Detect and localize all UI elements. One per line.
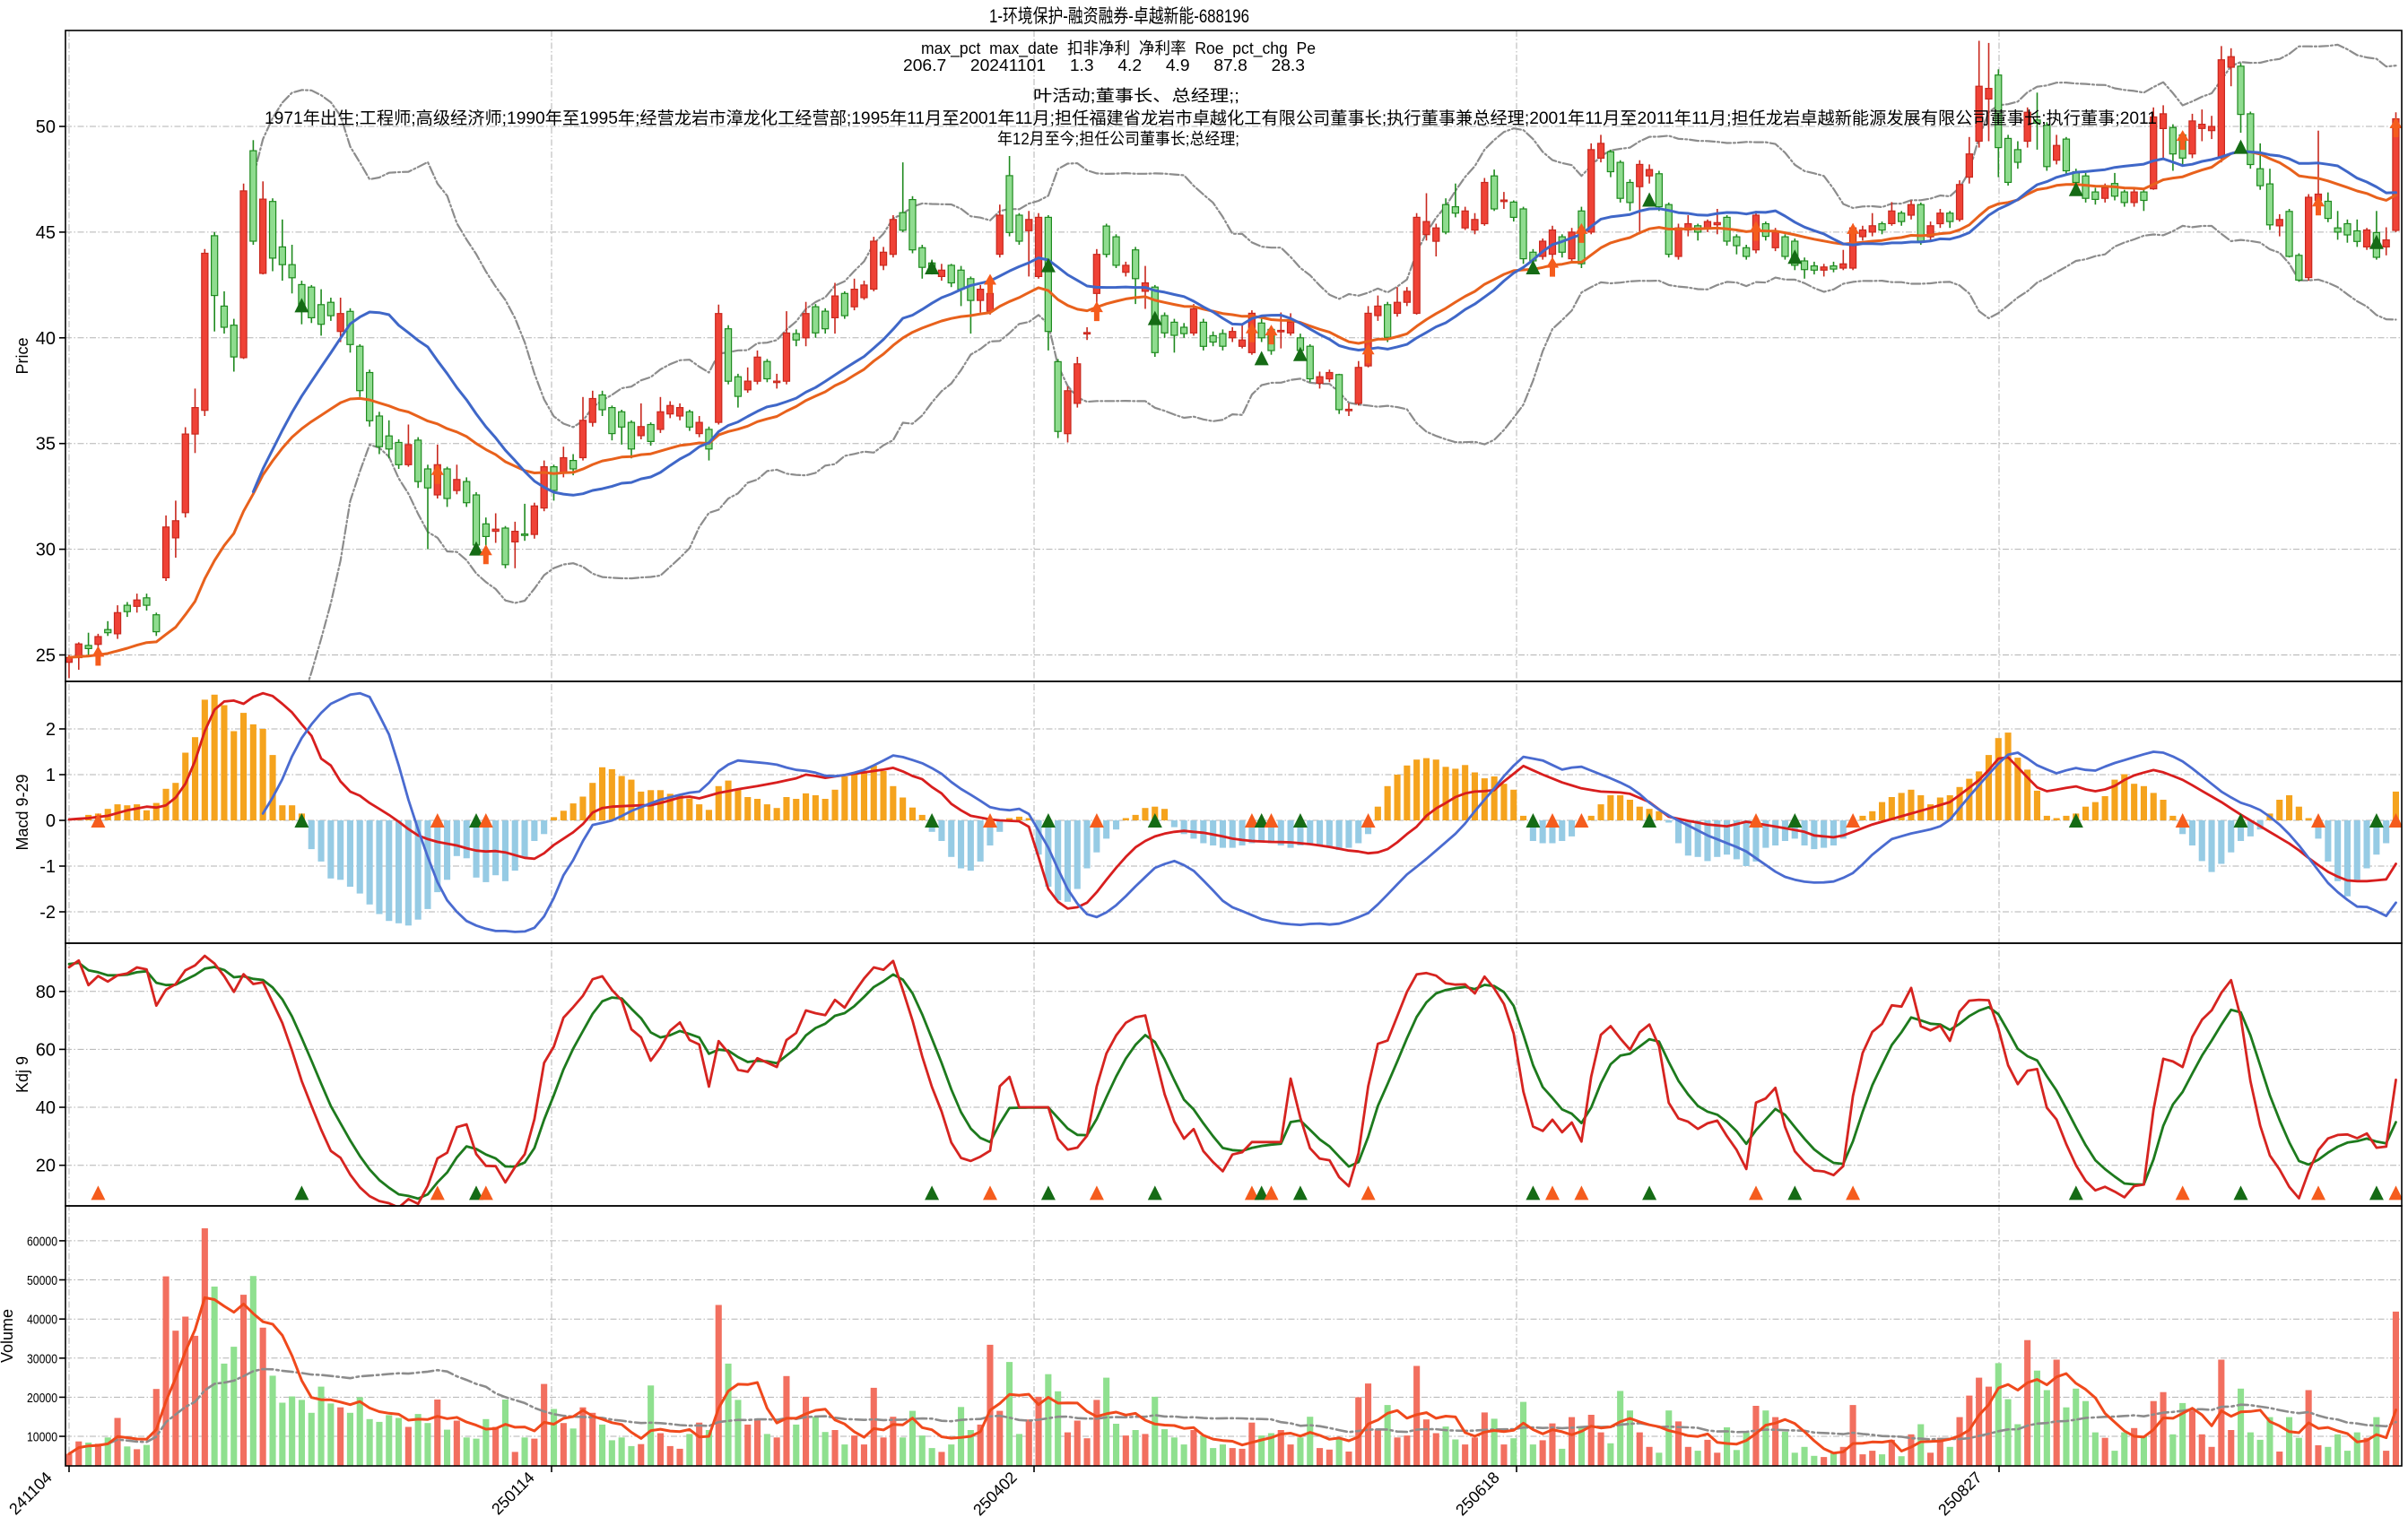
- svg-text:50000: 50000: [27, 1273, 57, 1288]
- svg-text:Macd 9-29: Macd 9-29: [13, 774, 31, 850]
- svg-text:25: 25: [36, 646, 56, 666]
- svg-text:40: 40: [36, 329, 56, 349]
- svg-text:-1: -1: [39, 857, 56, 877]
- svg-text:20000: 20000: [27, 1391, 57, 1406]
- svg-text:1-环境保护-融资融券-卓越新能-688196: 1-环境保护-融资融券-卓越新能-688196: [989, 6, 1249, 27]
- svg-text:2: 2: [46, 720, 56, 740]
- svg-text:Kdj 9: Kdj 9: [13, 1056, 31, 1093]
- svg-text:60000: 60000: [27, 1234, 57, 1249]
- svg-text:20: 20: [36, 1157, 56, 1176]
- svg-text:1: 1: [46, 766, 56, 785]
- svg-text:60: 60: [36, 1040, 56, 1060]
- svg-text:30: 30: [36, 541, 56, 560]
- svg-text:Price: Price: [13, 337, 31, 374]
- svg-text:10000: 10000: [27, 1429, 57, 1444]
- svg-text:1971年出生;工程师;高级经济师;1990年至1995年;: 1971年出生;工程师;高级经济师;1990年至1995年;经营龙岩市漳龙化工经…: [265, 108, 2157, 128]
- svg-text:Volume: Volume: [0, 1309, 16, 1363]
- svg-text:40000: 40000: [27, 1313, 57, 1328]
- svg-text:35: 35: [36, 435, 56, 455]
- svg-text:206.7 20241101 1.3: 206.7 20241101 1.3 4.2 4.9 87.8 28.3: [903, 56, 1305, 74]
- svg-text:50: 50: [36, 117, 56, 137]
- svg-text:-2: -2: [39, 903, 56, 923]
- svg-text:80: 80: [36, 983, 56, 1002]
- svg-text:年12月至今;担任公司董事长;总经理;: 年12月至今;担任公司董事长;总经理;: [997, 130, 1239, 148]
- svg-text:0: 0: [46, 811, 56, 831]
- svg-text:叶活动;董事长、总经理;;: 叶活动;董事长、总经理;;: [1033, 87, 1239, 105]
- svg-text:max_pct max_date 扣非净利 净利率: max_pct max_date 扣非净利 净利率 Roe pct_chg Pe: [921, 39, 1316, 58]
- svg-text:40: 40: [36, 1098, 56, 1118]
- svg-text:45: 45: [36, 223, 56, 243]
- svg-text:30000: 30000: [27, 1351, 57, 1366]
